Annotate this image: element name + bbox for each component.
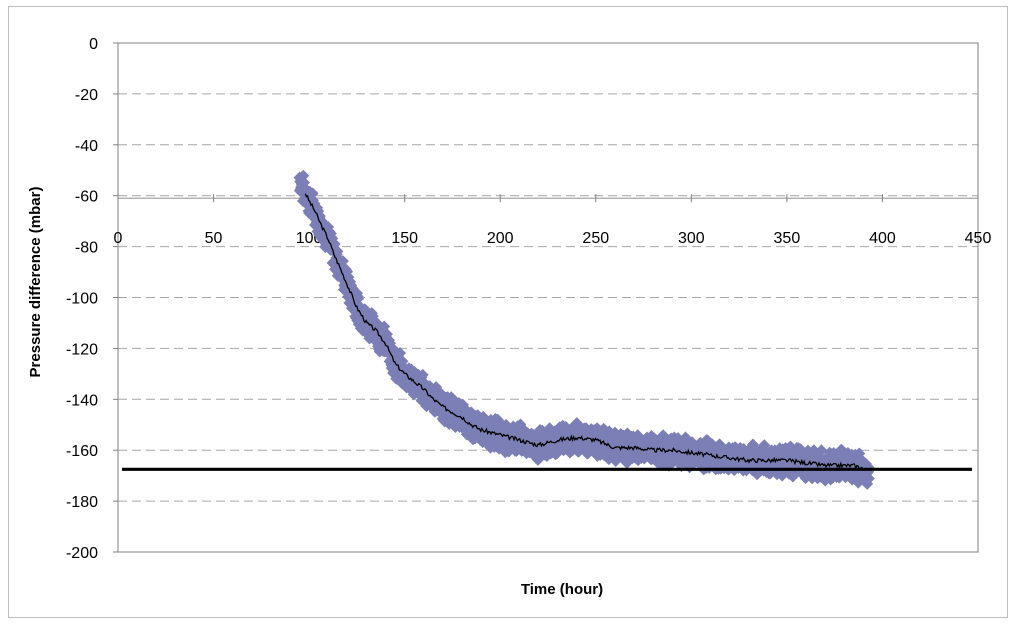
x-tick-label: 400 [869, 230, 896, 247]
gridlines [118, 93, 978, 502]
scatter-point [502, 445, 515, 458]
scatter-point [862, 472, 875, 485]
x-tick-label: 250 [582, 230, 609, 247]
scatter-point [416, 368, 429, 381]
y-tick-label: -60 [75, 189, 98, 206]
x-tick-label: 50 [205, 230, 223, 247]
x-tick-label: 0 [114, 230, 123, 247]
y-tick-label: -80 [75, 240, 98, 257]
scatter-point [352, 292, 365, 305]
scatter-point [306, 187, 319, 200]
x-tick-label: 150 [391, 230, 418, 247]
y-tick-label: -140 [66, 392, 98, 409]
y-tick-label: 0 [89, 36, 98, 53]
fit-line [304, 193, 863, 470]
y-tick-label: -160 [66, 443, 98, 460]
x-axis: 0 50 100 150 200 250 300 350 400 450 [114, 194, 992, 247]
x-tick-label: 350 [774, 230, 801, 247]
x-tick-label: 450 [965, 230, 992, 247]
y-tick-label: -20 [75, 87, 98, 104]
scatter-point [297, 169, 310, 182]
scatter-band-series [293, 169, 875, 490]
chart-frame [8, 6, 1008, 618]
x-tick-label: 300 [678, 230, 705, 247]
y-axis-title: Pressure difference (mbar) [27, 187, 44, 378]
line-series [122, 193, 972, 471]
y-tick-label: -100 [66, 291, 98, 308]
y-tick-label: -40 [75, 138, 98, 155]
scatter-point [758, 439, 771, 452]
y-tick-label: -200 [66, 545, 98, 562]
x-axis-title: Time (hour) [521, 581, 603, 598]
y-tick-label: -180 [66, 494, 98, 511]
scatter-point [298, 176, 311, 189]
y-tick-label: -120 [66, 341, 98, 358]
y-tick-labels: 0 -20 -40 -60 -80 -100 -120 -140 -160 -180 -200 [66, 36, 118, 562]
x-tick-label: 200 [487, 230, 514, 247]
